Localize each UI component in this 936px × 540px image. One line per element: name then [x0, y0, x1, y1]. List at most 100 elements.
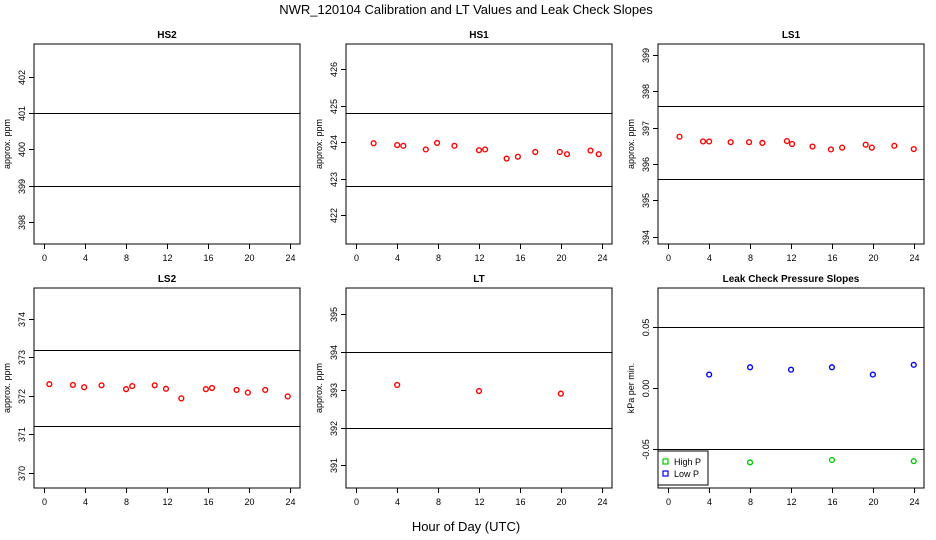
ls1-data-point — [868, 144, 875, 151]
ls2-data-point — [178, 395, 185, 402]
leak-data-point-series-2 — [746, 364, 754, 371]
ls2-x-tick-label: 20 — [244, 497, 254, 507]
hs1-data-point — [400, 142, 407, 149]
lt-y-tick-label: 392 — [329, 421, 339, 436]
lt-y-axis-label: approx. ppm — [314, 363, 324, 413]
hs1-data-point — [563, 151, 571, 158]
leak-legend-label: High P — [674, 457, 701, 467]
ls2-x-tick-label: 4 — [83, 497, 88, 507]
hs1-panel: HS1 0 4 8 12 16 20 24 422 423 424 425 426 approx. ppm — [314, 30, 613, 263]
ls1-x-tick-label: 12 — [786, 253, 796, 263]
lt-x-tick-label: 8 — [436, 497, 441, 507]
leak-data-point-series-2 — [869, 371, 876, 378]
lt-y-tick-label: 391 — [329, 458, 339, 473]
hs1-x-tick-label: 0 — [354, 253, 359, 263]
leak-data-point-series-1 — [746, 459, 754, 466]
ls1-data-point — [862, 141, 869, 148]
hs1-data-point — [394, 141, 401, 149]
ls1-x-tick-label: 4 — [707, 253, 712, 263]
hs2-y-axis-label: approx. ppm — [2, 119, 12, 169]
leak-y-axis-label: kPa per min. — [626, 363, 636, 414]
ls1-y-tick-label: 395 — [641, 193, 651, 208]
ls1-y-tick-label: 399 — [641, 48, 651, 63]
leak-data-point-series-1 — [828, 456, 836, 464]
lt-x-tick-label: 12 — [474, 497, 484, 507]
lt-x-tick-label: 20 — [556, 497, 566, 507]
ls2-data-point — [129, 382, 136, 390]
hs2-y-tick-label: 400 — [17, 142, 27, 157]
hs1-y-tick-label: 422 — [329, 208, 339, 223]
leak-y-tick-label: -0.05 — [641, 439, 651, 460]
ls2-title: LS2 — [158, 274, 177, 285]
ls2-x-tick-label: 8 — [124, 497, 129, 507]
ls1-y-tick-label: 396 — [641, 157, 651, 172]
hs2-x-tick-label: 12 — [162, 253, 172, 263]
ls1-y-axis-label: approx. ppm — [626, 119, 636, 169]
lt-x-tick-label: 0 — [354, 497, 359, 507]
hs2-y-tick-label: 398 — [17, 215, 27, 230]
ls1-data-point — [727, 139, 734, 146]
ls1-plot-frame — [657, 43, 925, 245]
hs1-data-point — [370, 140, 377, 147]
ls2-y-tick-label: 371 — [17, 427, 27, 442]
hs1-x-tick-label: 16 — [515, 253, 525, 263]
hs1-x-tick-label: 8 — [436, 253, 441, 263]
hs2-x-tick-label: 4 — [83, 253, 88, 263]
ls1-x-tick-label: 8 — [748, 253, 753, 263]
ls1-data-point — [699, 138, 707, 145]
leak-data-point-series-1 — [910, 458, 917, 465]
lt-y-tick-label: 394 — [329, 345, 339, 360]
hs1-data-point — [422, 146, 429, 153]
ls1-title: LS1 — [782, 30, 801, 41]
hs1-title: HS1 — [469, 30, 489, 41]
hs1-plot-frame — [345, 43, 613, 245]
hs1-data-point — [532, 148, 539, 156]
hs2-y-tick-label: 402 — [17, 70, 27, 85]
ls1-data-point — [910, 145, 917, 153]
leak-title: Leak Check Pressure Slopes — [723, 274, 860, 285]
hs1-data-point — [595, 151, 602, 158]
hs2-y-tick-label: 399 — [17, 179, 27, 194]
ls1-data-point — [745, 139, 753, 146]
hs1-data-point — [587, 147, 594, 154]
ls1-y-tick-label: 398 — [641, 84, 651, 99]
leak-x-tick-label: 8 — [748, 497, 753, 507]
hs1-y-axis-label: approx. ppm — [314, 119, 324, 169]
leak-x-tick-label: 20 — [868, 497, 878, 507]
leak-x-tick-label: 16 — [827, 497, 837, 507]
leak-data-point-series-2 — [787, 366, 795, 373]
ls1-data-point — [809, 143, 816, 150]
hs1-x-tick-label: 20 — [556, 253, 566, 263]
hs1-data-point — [514, 153, 521, 160]
ls1-y-tick-label: 397 — [641, 121, 651, 136]
hs2-panel: HS2 0 4 8 12 16 20 24 398 399 400 401 402 approx. ppm — [2, 30, 301, 263]
lt-y-tick-label: 393 — [329, 383, 339, 398]
hs2-x-tick-label: 16 — [203, 253, 213, 263]
lt-data-point — [557, 390, 564, 397]
ls1-x-tick-label: 20 — [868, 253, 878, 263]
ls1-x-tick-label: 0 — [666, 253, 671, 263]
ls2-data-point — [208, 384, 216, 392]
ls1-x-tick-label: 16 — [827, 253, 837, 263]
x-axis-label: Hour of Day (UTC) — [412, 519, 520, 534]
hs1-data-point — [433, 139, 441, 147]
leak-panel: Leak Check Pressure Slopes 0 4 8 12 16 20 24 -0.… — [626, 274, 925, 507]
lt-x-tick-label: 16 — [515, 497, 525, 507]
lt-title: LT — [473, 274, 484, 285]
leak-x-tick-label: 12 — [786, 497, 796, 507]
hs2-title: HS2 — [157, 30, 177, 41]
hs2-x-tick-label: 20 — [244, 253, 254, 263]
ls2-x-tick-label: 0 — [42, 497, 47, 507]
ls2-data-point — [202, 386, 209, 393]
hs1-data-point — [451, 142, 458, 149]
ls2-data-point — [98, 382, 105, 389]
hs1-y-tick-label: 423 — [329, 172, 339, 187]
lt-y-tick-label: 395 — [329, 307, 339, 322]
ls2-x-tick-label: 16 — [203, 497, 213, 507]
leak-legend-box — [657, 450, 709, 486]
leak-x-tick-label: 0 — [666, 497, 671, 507]
hs1-data-point — [556, 148, 563, 156]
hs2-x-tick-label: 24 — [285, 253, 295, 263]
ls1-panel: LS1 0 4 8 12 16 20 24 394 395 396 397 398 399 approx. … — [626, 30, 925, 263]
